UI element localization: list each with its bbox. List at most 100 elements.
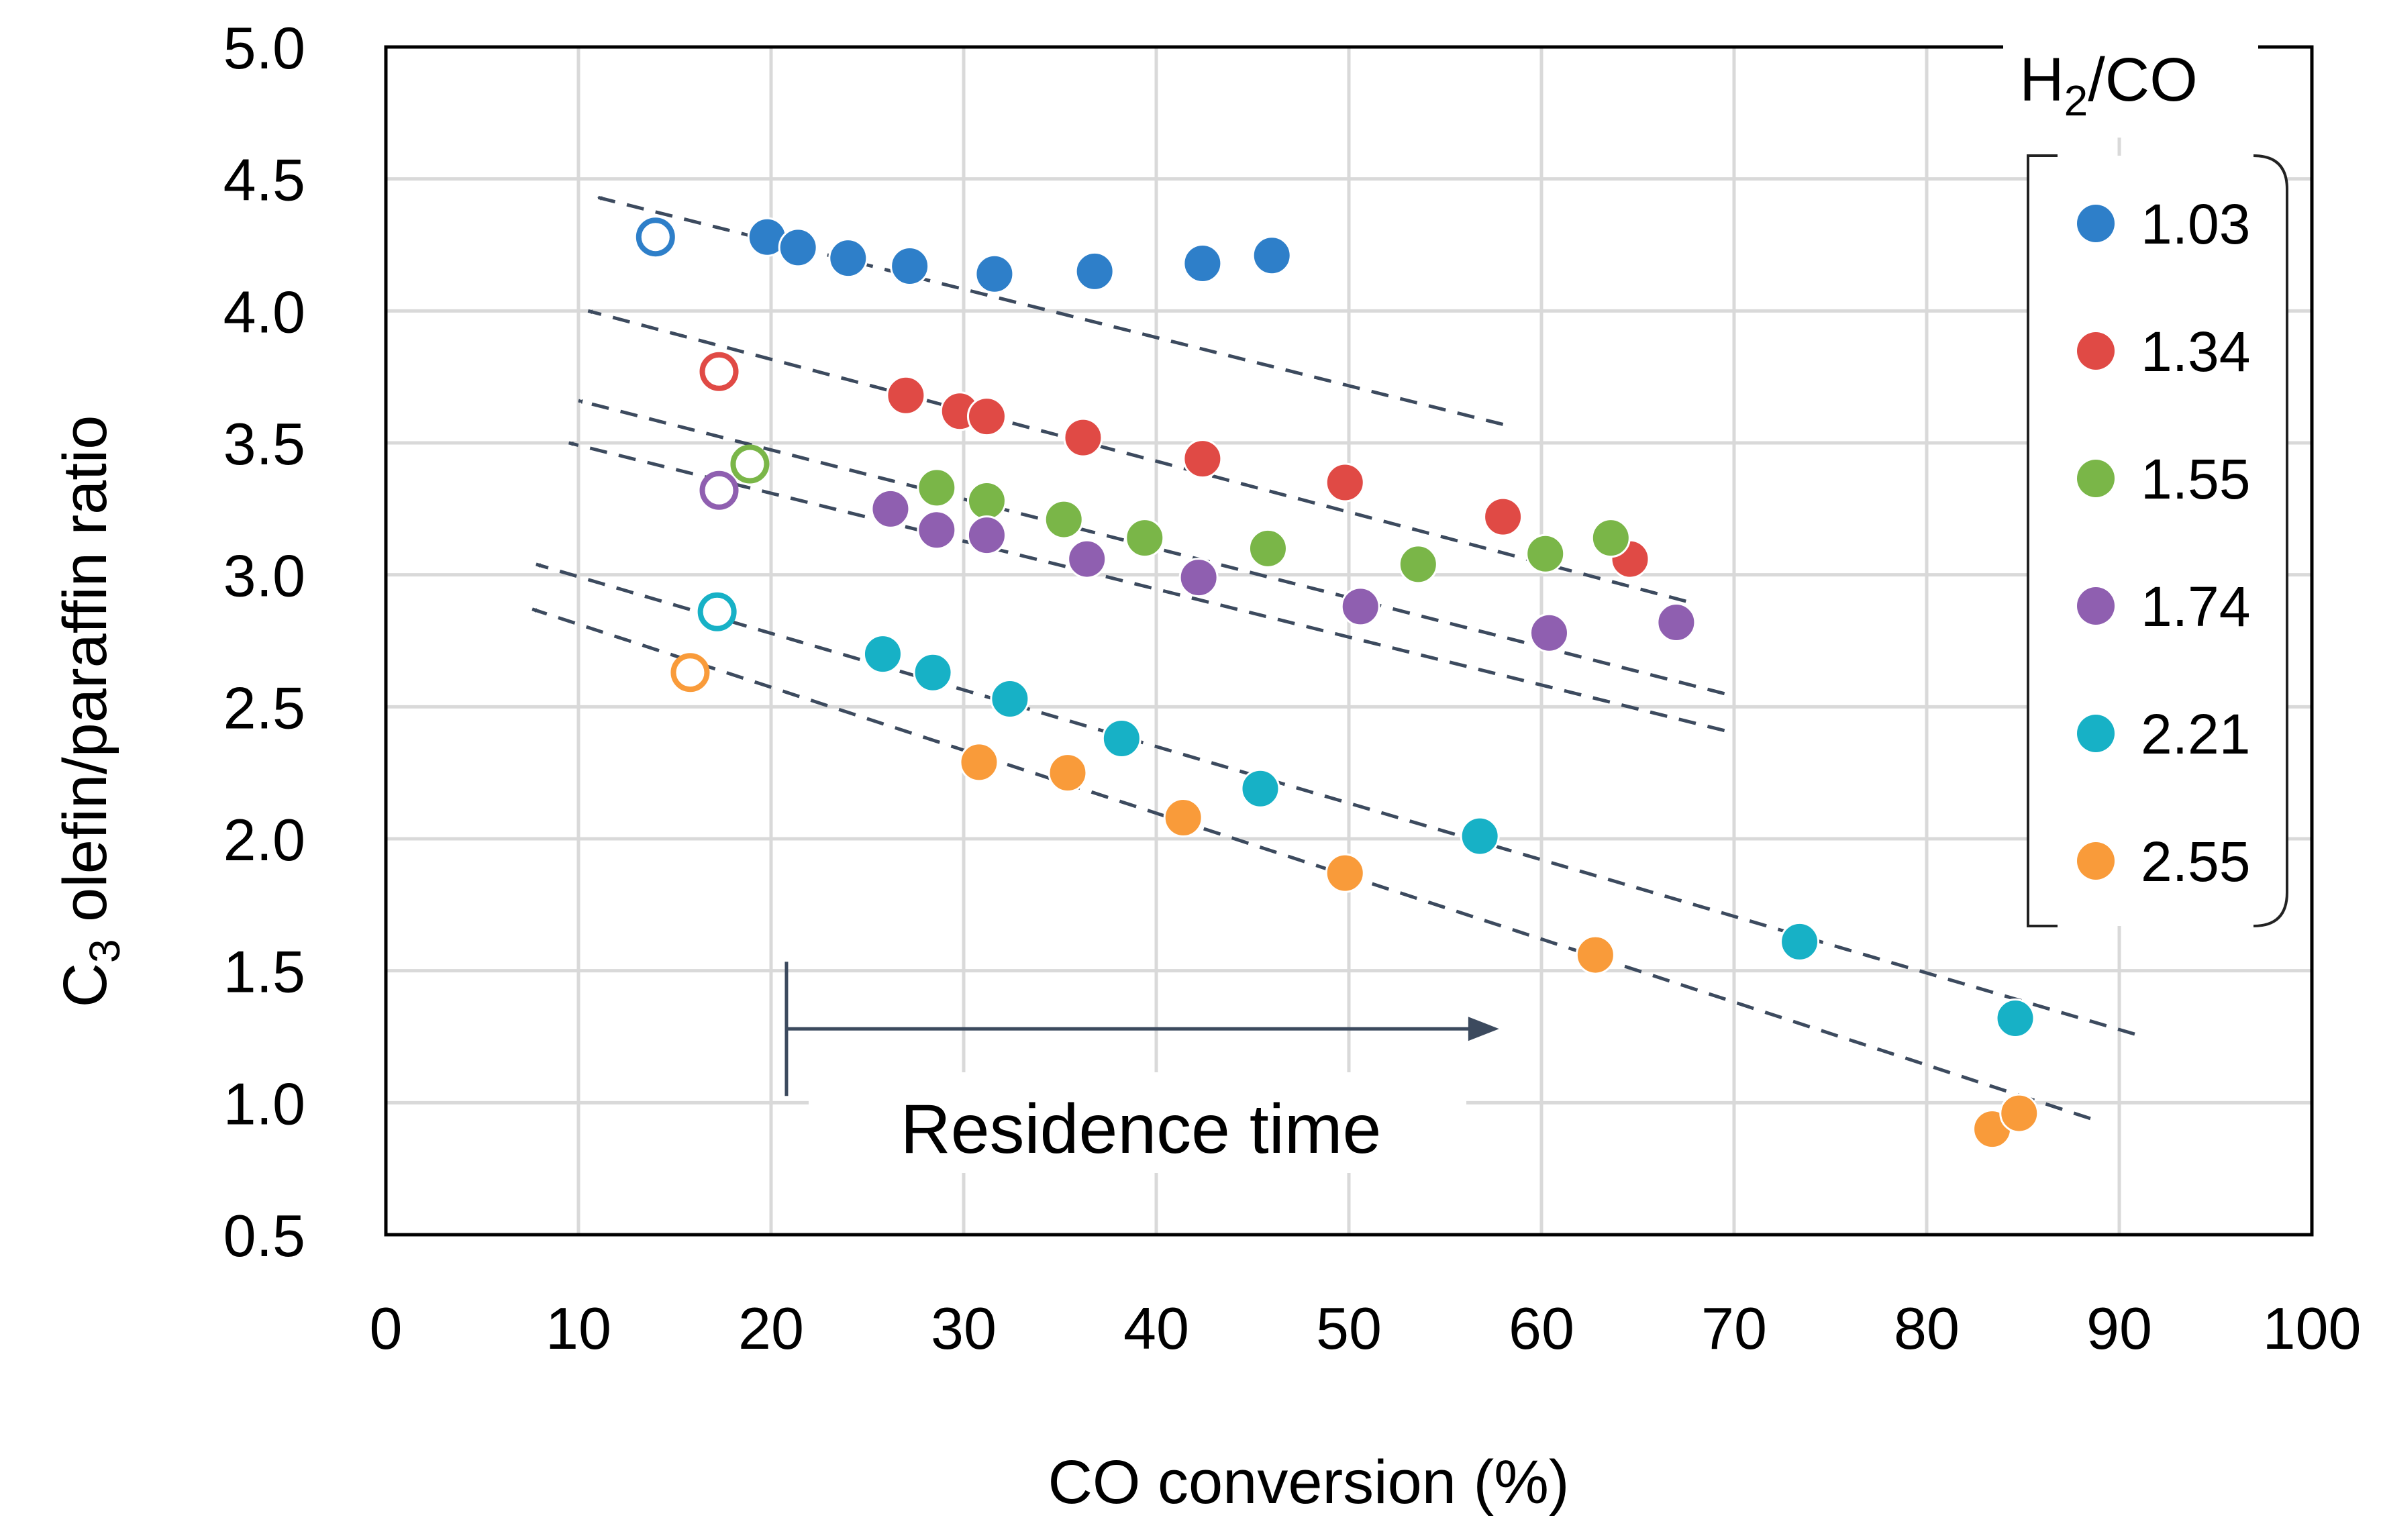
marker-2.21 [1101,719,1142,759]
x-tick-label: 60 [1509,1295,1574,1362]
y-tick-label: 0.5 [223,1202,305,1269]
residence-time-annotation: Residence time [784,962,1499,1173]
marker-1.34 [886,375,926,415]
x-tick-label: 80 [1894,1295,1960,1362]
marker-1.74 [870,489,911,529]
legend-marker-1.34 [2077,332,2115,370]
trend-line-2.21 [536,562,2135,1036]
y-tick-label: 4.5 [223,147,305,213]
marker-1.34 [1325,462,1365,503]
y-axis-title: C3 olefin/paraffin ratio [51,415,129,1008]
marker-1.55 [917,468,957,508]
data-markers [636,217,2039,1149]
legend-label-2.55: 2.55 [2141,830,2251,893]
y-tick-label: 1.0 [223,1070,305,1137]
legend-marker-2.55 [2077,842,2115,880]
marker-1.55 [1590,518,1631,558]
marker-1.34 [1182,439,1223,479]
x-tick-label: 30 [931,1295,997,1362]
marker-1.34 [966,397,1007,437]
marker-1.03 [974,254,1015,294]
marker-1.74 [1178,558,1219,598]
marker-1.74 [1067,539,1107,579]
legend-right-bracket [2253,154,2288,927]
y-tick-label: 1.5 [223,939,305,1005]
x-tick-label: 50 [1316,1295,1382,1362]
x-tick-labels: 0 10 20 30 40 50 60 70 80 90 100 [370,1295,2362,1362]
open-marker-2.55 [670,653,710,692]
marker-1.74 [1529,613,1569,653]
x-tick-label: 10 [546,1295,611,1362]
marker-1.55 [1398,544,1438,584]
legend-label-1.74: 1.74 [2141,575,2251,638]
marker-1.55 [966,481,1007,521]
marker-1.03 [1074,251,1115,291]
marker-2.55 [1325,853,1365,893]
open-marker-1.55 [730,444,770,484]
open-marker-2.21 [697,592,737,631]
x-tick-label: 0 [370,1295,403,1362]
y-tick-label: 2.5 [223,674,305,741]
legend-title: H2/CO [2019,46,2198,125]
x-tick-label: 70 [1701,1295,1767,1362]
marker-1.03 [828,238,868,278]
legend-label-1.03: 1.03 [2141,193,2251,256]
y-tick-label: 2.0 [223,807,305,873]
marker-1.74 [1656,602,1696,642]
legend-label-1.34: 1.34 [2141,320,2251,383]
x-tick-label: 40 [1123,1295,1189,1362]
annotation-arrowhead [1468,1017,1499,1041]
legend-marker-2.21 [2077,715,2115,752]
legend-marker-1.74 [2077,587,2115,625]
annotation-label: Residence time [901,1090,1382,1168]
marker-2.55 [1999,1093,2039,1133]
marker-2.21 [862,634,903,674]
legend-title-rest: /CO [2088,46,2198,114]
marker-1.03 [1252,236,1292,276]
marker-2.55 [1575,935,1615,975]
x-axis-title: CO conversion (%) [1048,1448,1569,1517]
marker-1.03 [1182,244,1223,284]
annotation-label-background [809,1072,1466,1173]
x-tick-label: 90 [2086,1295,2152,1362]
marker-2.55 [959,742,999,782]
marker-2.21 [1460,816,1500,856]
legend-marker-1.55 [2077,460,2115,497]
marker-2.21 [913,652,953,692]
legend-entries: 1.03 1.34 1.55 1.74 2.21 2.55 [2077,193,2251,893]
marker-1.34 [1483,497,1523,537]
trend-line-2.55 [531,607,2091,1121]
marker-1.74 [1340,586,1380,627]
marker-1.03 [778,227,818,268]
legend-title-background [2003,17,2258,138]
marker-2.21 [990,679,1030,719]
trend-line-1.74 [568,441,1725,733]
plot-frame [384,45,2314,1237]
y-tick-label: 3.0 [223,543,305,609]
y-tick-label: 4.0 [223,278,305,345]
legend-title-main: H [2019,46,2064,114]
legend-left-bracket [2027,154,2058,927]
x-tick-label: 20 [738,1295,804,1362]
marker-2.21 [1240,768,1280,809]
marker-1.74 [917,510,957,550]
marker-2.21 [1995,998,2035,1038]
marker-1.55 [1525,533,1566,574]
marker-1.55 [1044,499,1084,540]
trend-line-1.34 [587,309,1686,603]
x-tick-label: 100 [2263,1295,2362,1362]
legend-title-subscript: 2 [2064,76,2088,125]
open-marker-1.03 [636,217,675,257]
marker-2.55 [1163,798,1203,838]
legend-box-background [2028,156,2287,926]
marker-2.21 [1780,921,1820,962]
y-axis-title-main: C [51,963,119,1007]
marker-2.55 [1048,753,1088,793]
marker-1.34 [1063,417,1103,458]
marker-1.55 [1248,528,1288,568]
open-marker-1.74 [699,470,739,510]
y-axis-title-rest: olefin/paraffin ratio [51,415,119,939]
legend-label-2.21: 2.21 [2141,703,2251,766]
